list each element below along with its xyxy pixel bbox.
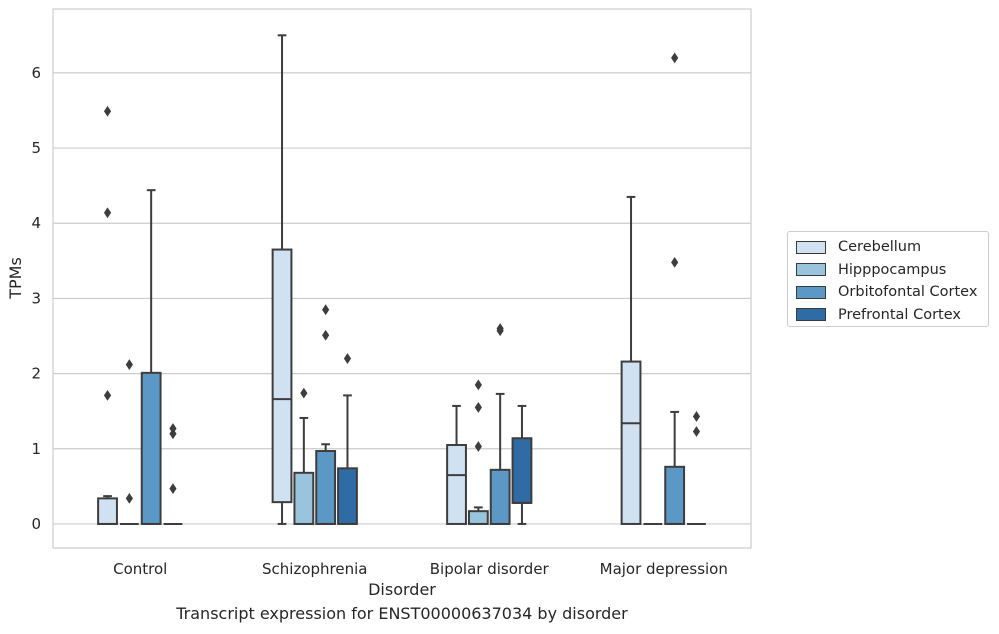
legend-label: Prefrontal Cortex	[838, 306, 961, 323]
box-mark	[687, 411, 706, 525]
y-axis-title: TPMs	[6, 257, 25, 300]
x-tick-label: Bipolar disorder	[430, 560, 550, 578]
y-axis-ticks: 0 1 2 3 4 5 6	[31, 64, 41, 533]
y-tick-label: 2	[31, 365, 41, 383]
legend-swatch	[796, 240, 826, 254]
legend-label: Hipppocampus	[838, 261, 947, 278]
outlier-point	[103, 207, 112, 219]
box-mark	[119, 359, 139, 525]
y-tick-label: 3	[31, 289, 41, 307]
x-tick-label: Control	[113, 560, 167, 578]
box-body	[489, 468, 511, 525]
outlier-point	[300, 387, 308, 399]
box-mark	[467, 379, 489, 525]
outlier-point	[169, 423, 177, 434]
chart-title: Transcript expression for ENST0000063703…	[176, 604, 628, 623]
y-tick-label: 0	[31, 515, 41, 533]
outlier-point	[496, 323, 504, 334]
box-body	[293, 471, 315, 525]
box-body	[467, 510, 489, 525]
legend-swatch	[796, 263, 826, 277]
box-mark	[664, 52, 686, 525]
y-tick-label: 4	[31, 214, 41, 232]
y-tick-label: 5	[31, 139, 41, 157]
outlier-point	[671, 256, 679, 268]
box-mark	[97, 105, 118, 525]
box-mark	[140, 189, 162, 525]
outlier-point	[125, 359, 133, 370]
outlier-point	[474, 441, 482, 452]
x-axis-title: Disorder	[368, 580, 436, 599]
legend-swatch	[796, 308, 826, 322]
box-body	[446, 444, 467, 525]
box-mark	[337, 353, 358, 525]
box-mark	[511, 404, 533, 525]
box-body	[337, 467, 358, 525]
outlier-point	[474, 379, 482, 391]
outlier-point	[692, 426, 701, 437]
box-mark	[489, 323, 511, 525]
y-tick-label: 1	[31, 440, 41, 458]
outlier-point	[474, 402, 482, 413]
outlier-point	[125, 492, 133, 504]
legend-swatch	[796, 285, 826, 299]
outlier-point	[322, 329, 330, 341]
outlier-point	[103, 105, 112, 117]
box-mark	[620, 195, 642, 525]
outlier-point	[343, 353, 352, 364]
legend: Cerebellum Hipppocampus Orbitofontal Cor…	[787, 231, 989, 327]
box-mark	[446, 404, 467, 525]
outlier-point	[322, 304, 330, 316]
legend-item: Hipppocampus	[794, 259, 982, 282]
box-body	[97, 497, 118, 525]
box-mark	[271, 34, 293, 525]
legend-label: Cerebellum	[838, 239, 922, 256]
x-tick-label: Major depression	[600, 560, 728, 578]
legend-label: Orbitofontal Cortex	[838, 284, 978, 301]
y-tick-label: 6	[31, 64, 41, 82]
box-mark	[293, 387, 315, 525]
x-tick-label: Schizophrenia	[262, 560, 367, 578]
x-axis-ticks: Control Schizophrenia Bipolar disorder Majo…	[113, 560, 728, 578]
box-mark	[315, 304, 337, 525]
outlier-point	[671, 52, 679, 64]
box-body	[664, 465, 686, 525]
box-body	[140, 371, 162, 525]
legend-item: Orbitofontal Cortex	[794, 281, 982, 304]
box-body	[620, 360, 642, 525]
outlier-point	[692, 411, 701, 422]
boxes	[97, 34, 706, 525]
box-body	[315, 450, 337, 525]
outlier-point	[169, 483, 177, 495]
legend-item: Prefrontal Cortex	[794, 304, 982, 327]
box-body	[271, 248, 293, 504]
legend-item: Cerebellum	[794, 236, 982, 259]
outlier-point	[103, 389, 112, 401]
box-body	[511, 437, 533, 504]
box-mark	[163, 423, 183, 525]
